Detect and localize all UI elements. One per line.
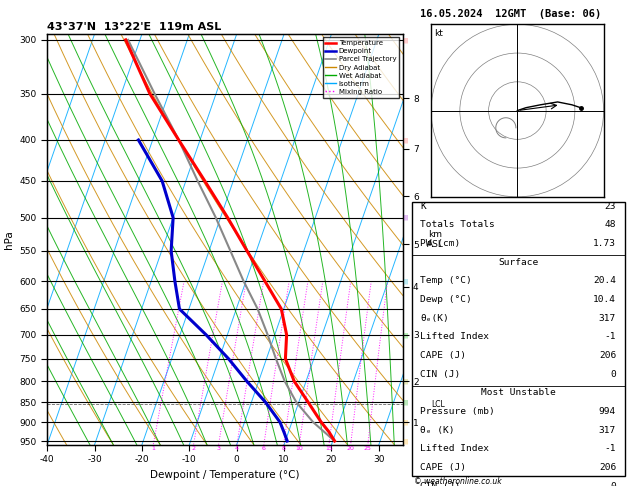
Text: |||: ||| xyxy=(403,215,409,221)
Text: 23: 23 xyxy=(604,202,616,211)
Text: 0: 0 xyxy=(610,370,616,379)
Text: -1: -1 xyxy=(604,444,616,453)
Text: 20.4: 20.4 xyxy=(593,277,616,285)
Text: PW (cm): PW (cm) xyxy=(421,239,461,248)
Text: |||: ||| xyxy=(403,438,409,444)
Text: 6: 6 xyxy=(262,447,266,451)
Text: kt: kt xyxy=(435,30,443,38)
Text: Surface: Surface xyxy=(498,258,538,267)
Text: |||: ||| xyxy=(403,399,409,405)
Text: Lifted Index: Lifted Index xyxy=(421,444,489,453)
Text: CAPE (J): CAPE (J) xyxy=(421,463,467,472)
Text: |||: ||| xyxy=(403,419,409,425)
Text: 8: 8 xyxy=(282,447,286,451)
X-axis label: Dewpoint / Temperature (°C): Dewpoint / Temperature (°C) xyxy=(150,469,299,480)
Text: 20: 20 xyxy=(347,447,355,451)
Text: 1.73: 1.73 xyxy=(593,239,616,248)
Text: Totals Totals: Totals Totals xyxy=(421,220,495,229)
Y-axis label: hPa: hPa xyxy=(4,230,14,249)
Text: |||: ||| xyxy=(403,278,409,284)
Text: CIN (J): CIN (J) xyxy=(421,370,461,379)
Text: 206: 206 xyxy=(599,351,616,360)
Text: 1: 1 xyxy=(152,447,155,451)
Text: 15: 15 xyxy=(325,447,333,451)
Text: 10.4: 10.4 xyxy=(593,295,616,304)
Text: 317: 317 xyxy=(599,426,616,435)
Text: 0: 0 xyxy=(610,482,616,486)
Text: Lifted Index: Lifted Index xyxy=(421,332,489,341)
Text: |||: ||| xyxy=(403,37,409,43)
Text: 48: 48 xyxy=(604,220,616,229)
Text: 2: 2 xyxy=(192,447,196,451)
Text: |||: ||| xyxy=(403,379,409,384)
Y-axis label: km
ASL: km ASL xyxy=(427,230,444,249)
Text: |||: ||| xyxy=(403,332,409,337)
Text: θₑ (K): θₑ (K) xyxy=(421,426,455,435)
Text: θₑ(K): θₑ(K) xyxy=(421,314,449,323)
Text: 4: 4 xyxy=(235,447,239,451)
Text: Most Unstable: Most Unstable xyxy=(481,388,555,398)
Text: 16.05.2024  12GMT  (Base: 06): 16.05.2024 12GMT (Base: 06) xyxy=(420,9,601,19)
Text: © weatheronline.co.uk: © weatheronline.co.uk xyxy=(414,477,501,486)
Text: CAPE (J): CAPE (J) xyxy=(421,351,467,360)
Text: 206: 206 xyxy=(599,463,616,472)
Text: 317: 317 xyxy=(599,314,616,323)
Text: 43°37'N  13°22'E  119m ASL: 43°37'N 13°22'E 119m ASL xyxy=(47,22,221,32)
Text: 10: 10 xyxy=(296,447,303,451)
Text: Pressure (mb): Pressure (mb) xyxy=(421,407,495,416)
Text: 3: 3 xyxy=(216,447,221,451)
Text: 25: 25 xyxy=(364,447,372,451)
Text: -1: -1 xyxy=(604,332,616,341)
Legend: Temperature, Dewpoint, Parcel Trajectory, Dry Adiabat, Wet Adiabat, Isotherm, Mi: Temperature, Dewpoint, Parcel Trajectory… xyxy=(323,37,399,98)
Text: Dewp (°C): Dewp (°C) xyxy=(421,295,472,304)
Text: |||: ||| xyxy=(403,137,409,143)
Text: K: K xyxy=(421,202,426,211)
Text: LCL: LCL xyxy=(431,400,445,409)
Text: 994: 994 xyxy=(599,407,616,416)
Text: CIN (J): CIN (J) xyxy=(421,482,461,486)
Text: Temp (°C): Temp (°C) xyxy=(421,277,472,285)
